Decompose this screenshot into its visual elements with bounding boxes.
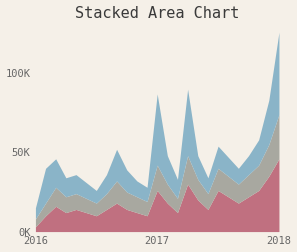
Title: Stacked Area Chart: Stacked Area Chart (75, 6, 239, 21)
